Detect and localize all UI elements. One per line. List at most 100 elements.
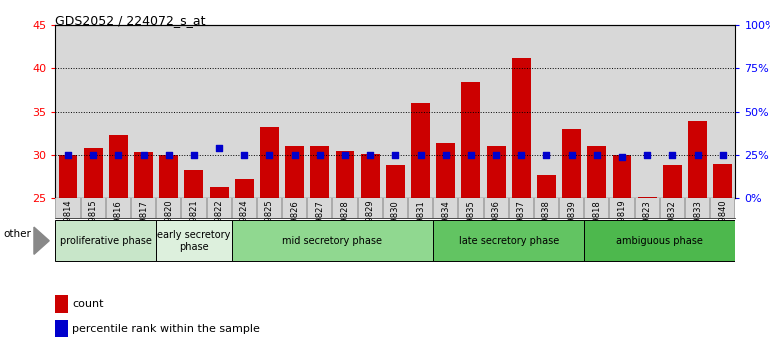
Bar	[282, 198, 307, 218]
Text: GSM109835: GSM109835	[467, 200, 475, 251]
Bar	[134, 152, 153, 198]
Bar	[713, 164, 732, 198]
Bar	[534, 25, 559, 198]
Bar	[663, 165, 682, 198]
Text: GSM109830: GSM109830	[391, 200, 400, 251]
Bar	[81, 25, 105, 198]
Text: GSM109836: GSM109836	[491, 200, 500, 251]
Text: GSM109816: GSM109816	[114, 200, 123, 251]
Point	[666, 152, 678, 158]
Text: GSM109837: GSM109837	[517, 200, 526, 251]
Text: GSM109826: GSM109826	[290, 200, 300, 251]
Bar	[386, 165, 405, 198]
Bar	[260, 127, 279, 198]
Bar	[257, 25, 282, 198]
Bar	[156, 25, 182, 198]
Text: GSM109824: GSM109824	[239, 200, 249, 250]
Bar	[509, 25, 534, 198]
Bar	[609, 198, 634, 218]
Point	[591, 152, 603, 158]
Bar	[131, 25, 156, 198]
Bar	[333, 25, 357, 198]
Bar	[182, 25, 206, 198]
Text: GSM109823: GSM109823	[643, 200, 651, 251]
Point	[87, 152, 99, 158]
Point	[339, 152, 351, 158]
Bar	[232, 25, 257, 198]
Text: count: count	[72, 299, 104, 309]
Text: proliferative phase: proliferative phase	[60, 236, 152, 246]
Bar	[235, 179, 254, 198]
Text: late secretory phase: late secretory phase	[459, 236, 559, 246]
Point	[717, 152, 729, 158]
Bar	[361, 154, 380, 198]
Point	[691, 152, 704, 158]
Point	[112, 152, 125, 158]
Text: GSM109822: GSM109822	[215, 200, 223, 250]
Text: GSM109820: GSM109820	[164, 200, 173, 250]
Point	[62, 152, 74, 158]
Bar	[434, 25, 458, 198]
Bar	[461, 82, 480, 198]
Text: GSM109833: GSM109833	[693, 200, 702, 251]
Text: mid secretory phase: mid secretory phase	[283, 236, 383, 246]
Bar	[437, 143, 455, 198]
Point	[541, 152, 553, 158]
Bar	[434, 198, 458, 218]
Bar	[55, 320, 68, 337]
Bar	[357, 198, 383, 218]
Bar	[634, 25, 660, 198]
Point	[313, 152, 326, 158]
Bar	[307, 25, 333, 198]
Text: GDS2052 / 224072_s_at: GDS2052 / 224072_s_at	[55, 14, 206, 27]
Text: GSM109821: GSM109821	[189, 200, 199, 250]
Bar	[84, 148, 102, 198]
Point	[641, 152, 654, 158]
Bar	[688, 121, 707, 198]
Bar	[512, 58, 531, 198]
Point	[238, 152, 250, 158]
Text: GSM109818: GSM109818	[592, 200, 601, 251]
Bar	[613, 155, 631, 198]
Bar	[209, 187, 229, 198]
Bar	[408, 25, 434, 198]
Point	[137, 152, 149, 158]
Bar	[333, 198, 357, 218]
Bar	[458, 198, 484, 218]
Bar	[59, 155, 78, 198]
Bar	[685, 25, 710, 198]
Point	[440, 152, 452, 158]
Bar	[660, 198, 685, 218]
Point	[213, 145, 226, 151]
Text: GSM109827: GSM109827	[316, 200, 324, 251]
Point	[263, 152, 276, 158]
Bar	[232, 198, 257, 218]
Bar	[484, 198, 509, 218]
Point	[289, 152, 301, 158]
Bar	[55, 295, 68, 313]
Bar	[105, 25, 131, 198]
Bar	[156, 198, 182, 218]
Point	[465, 152, 477, 158]
Bar	[285, 146, 304, 198]
Bar	[307, 198, 333, 218]
Text: GSM109825: GSM109825	[265, 200, 274, 250]
Bar	[55, 198, 81, 218]
Bar	[282, 25, 307, 198]
Point	[390, 152, 402, 158]
Bar	[357, 25, 383, 198]
Bar	[411, 103, 430, 198]
Text: GSM109831: GSM109831	[416, 200, 425, 251]
Bar	[156, 220, 232, 261]
Bar	[232, 220, 434, 261]
Point	[515, 152, 527, 158]
Bar	[537, 175, 556, 198]
Bar	[559, 25, 584, 198]
Bar	[638, 196, 657, 198]
Text: GSM109815: GSM109815	[89, 200, 98, 250]
Bar	[206, 198, 232, 218]
Text: GSM109839: GSM109839	[567, 200, 576, 251]
Text: ambiguous phase: ambiguous phase	[616, 236, 703, 246]
Bar	[105, 198, 131, 218]
Point	[490, 152, 502, 158]
